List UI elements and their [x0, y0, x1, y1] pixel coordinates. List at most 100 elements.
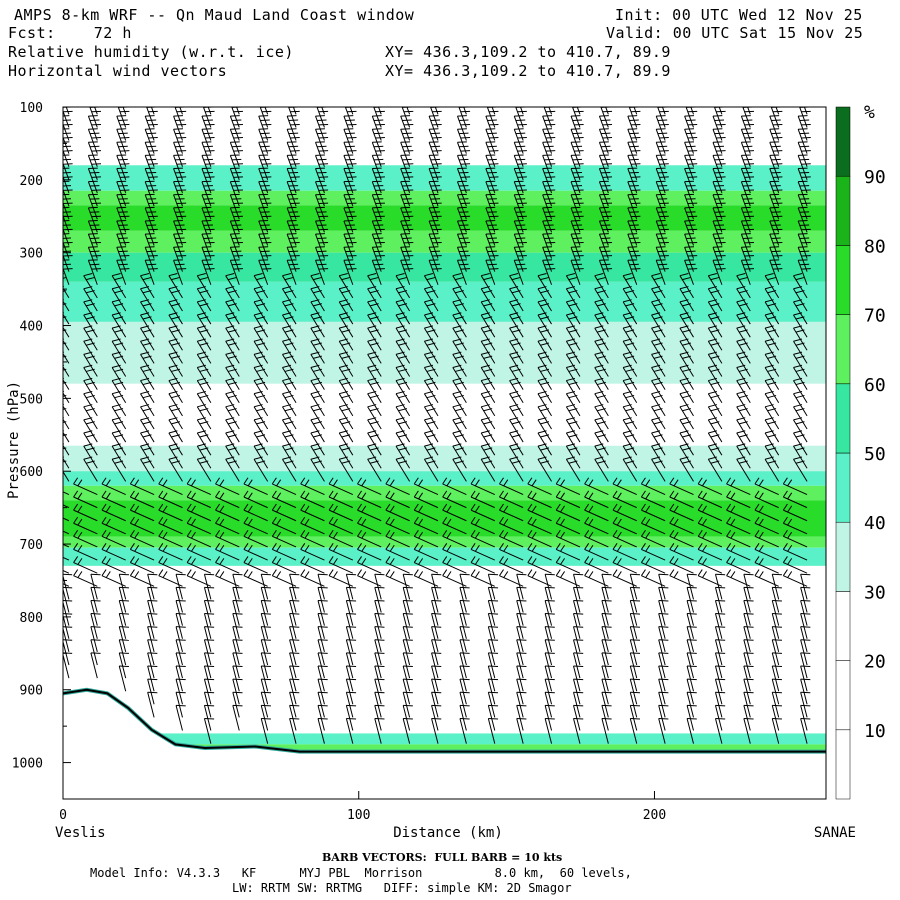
wind-barb-flag: [584, 569, 590, 576]
wind-barb-staff: [509, 458, 524, 482]
wind-barb-flag: [715, 704, 726, 707]
wind-barb-staff: [203, 587, 212, 613]
wind-barb-flag: [764, 272, 774, 277]
wind-barb-flag: [640, 529, 646, 537]
wind-barb-flag: [708, 351, 717, 355]
wind-barb-flag: [142, 290, 152, 294]
wind-barb-flag: [111, 456, 121, 460]
wind-barb-staff: [90, 652, 98, 679]
wind-barb-flag: [204, 704, 215, 707]
wind-barb-staff: [573, 574, 581, 600]
wind-barb-flag: [114, 394, 124, 399]
wind-barb-flag: [452, 443, 462, 447]
wind-barb-flag: [511, 460, 521, 464]
wind-barb-flag: [147, 691, 158, 694]
wind-barb-flag: [253, 456, 263, 460]
wind-barb-flag: [77, 518, 83, 526]
wind-barb-staff: [598, 181, 609, 207]
wind-barb-staff: [258, 142, 269, 167]
wind-barb-flag: [398, 329, 408, 333]
wind-barb-flag: [339, 430, 348, 434]
wind-barb-flag: [367, 338, 377, 342]
wind-barb-flag: [623, 390, 632, 395]
wind-barb-staff: [598, 168, 609, 194]
wind-barb-flag: [114, 290, 124, 294]
wind-barb-flag: [63, 421, 67, 424]
wind-barb-staff: [201, 142, 212, 167]
wind-barb-flag: [346, 665, 357, 668]
rh-band: [63, 547, 826, 566]
wind-barb-staff: [627, 207, 638, 233]
wind-barb-flag: [503, 518, 509, 526]
wind-barb-flag: [566, 390, 576, 395]
wind-barb-flag: [697, 516, 703, 524]
wind-barb-staff: [712, 142, 723, 167]
wind-barb-staff: [544, 705, 553, 731]
wind-barb-flag: [682, 276, 692, 281]
wind-barb-staff: [345, 600, 354, 626]
wind-barb-staff: [771, 692, 780, 718]
wind-barb-staff: [428, 260, 439, 285]
wind-barb-flag: [601, 678, 612, 681]
wind-barb-staff: [669, 522, 694, 535]
wind-barb-flag: [625, 408, 635, 412]
wind-barb-flag: [101, 490, 107, 498]
wind-barb-flag: [77, 479, 83, 487]
wind-barb-flag: [49, 558, 53, 564]
wind-barb-flag: [687, 626, 697, 628]
wind-barb-flag: [483, 434, 493, 438]
model-info: Model Info: V4.3.3 KF MYJ PBL Morrison 8…: [90, 866, 632, 880]
wind-barb-flag: [83, 443, 93, 447]
wind-barb-flag: [119, 573, 129, 576]
wind-barb-flag: [708, 390, 717, 395]
wind-barb-flag: [658, 599, 669, 602]
wind-barb-staff: [431, 678, 439, 705]
rh-band: [63, 281, 826, 322]
wind-barb-flag: [385, 490, 391, 498]
wind-barb-staff: [317, 705, 325, 731]
wind-barb-flag: [367, 390, 377, 395]
wind-barb-flag: [171, 434, 180, 438]
wind-barb-flag: [597, 276, 606, 281]
wind-barb-flag: [168, 417, 178, 421]
wind-barb-flag: [403, 573, 413, 576]
wind-barb-flag: [697, 556, 703, 563]
wind-barb-staff: [601, 665, 609, 692]
wind-barb-staff: [272, 522, 297, 535]
wind-barb-staff: [144, 142, 155, 167]
wind-barb-flag: [474, 505, 480, 513]
wind-barb-staff: [459, 613, 467, 639]
wind-barb-flag: [730, 571, 736, 578]
wind-barb-flag: [227, 303, 237, 307]
wind-barb-flag: [630, 652, 641, 654]
wind-barb-flag: [470, 503, 476, 511]
wind-barb-staff: [771, 626, 780, 652]
wind-barb-staff: [726, 483, 751, 495]
wind-barb-staff: [371, 220, 382, 246]
wind-barb-staff: [513, 207, 524, 233]
wind-barb-flag: [511, 434, 521, 438]
wind-barb-flag: [261, 717, 271, 720]
wind-barb-flag: [511, 421, 521, 425]
wind-barb-flag: [199, 447, 209, 451]
wind-barb-staff: [669, 509, 694, 522]
wind-barb-flag: [369, 408, 379, 412]
wind-barb-flag: [499, 503, 504, 511]
wind-barb-staff: [499, 535, 524, 548]
wind-barb-flag: [503, 544, 509, 552]
wind-barb-flag: [398, 316, 408, 320]
wind-barb-flag: [253, 338, 263, 342]
wind-barb-flag: [310, 417, 320, 421]
wind-barb-flag: [374, 691, 385, 694]
wind-barb-flag: [612, 503, 618, 511]
wind-barb-staff: [655, 233, 666, 259]
wind-barb-staff: [456, 129, 467, 154]
wind-barb-flag: [389, 544, 395, 552]
wind-barb-flag: [243, 516, 249, 524]
wind-barb-staff: [570, 115, 581, 141]
wind-barb-flag: [601, 691, 612, 694]
wind-barb-staff: [743, 665, 751, 692]
wind-barb-flag: [531, 479, 537, 487]
wind-barb-staff: [516, 678, 524, 705]
wind-barb-staff: [669, 562, 694, 574]
